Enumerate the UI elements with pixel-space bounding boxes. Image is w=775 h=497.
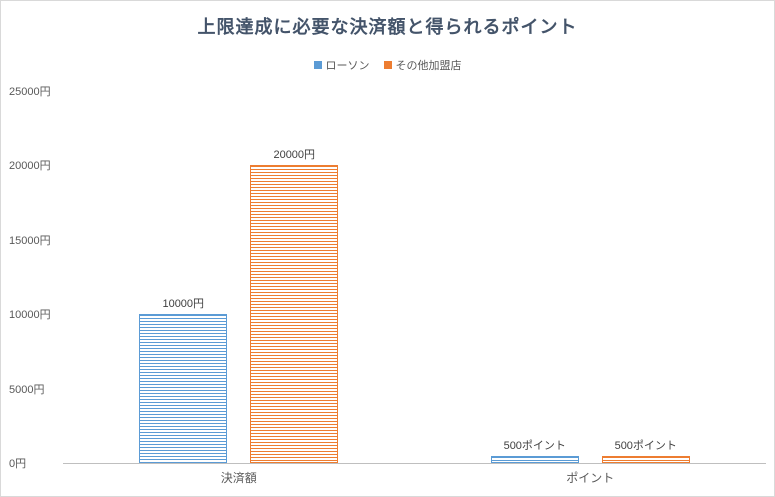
data-label: 20000円 [273,149,316,162]
bar-その他加盟店-ポイント[interactable]: 500ポイント [601,440,690,463]
category-group-1: 500ポイント 500ポイント [415,91,767,463]
x-axis-label-1: ポイント [566,471,615,485]
y-axis: 0円 5000円 10000円 15000円 20000円 25000円 [1,86,57,470]
y-tick-label: 5000円 [9,383,45,396]
y-tick-label: 0円 [9,458,27,470]
chart-legend: ローソン その他加盟店 [1,57,774,73]
data-label: 10000円 [162,298,205,311]
x-axis-labels: 決済額 ポイント [63,469,766,486]
y-tick-label: 20000円 [9,160,51,173]
legend-label: その他加盟店 [395,60,462,72]
legend-item-0[interactable]: ローソン [313,57,370,73]
y-tick-label: 10000円 [9,309,51,322]
plot-area: 10000円 20000円 500ポイント 500ポイント [63,91,766,464]
legend-swatch-icon [383,61,392,69]
legend-swatch-icon [313,61,322,69]
bar-ローソン-決済額[interactable]: 10000円 [139,298,228,463]
y-tick-label: 15000円 [9,234,51,247]
legend-item-1[interactable]: その他加盟店 [383,57,462,73]
bar-その他加盟店-決済額[interactable]: 20000円 [250,149,339,463]
category-group-0: 10000円 20000円 [63,91,415,463]
bar-ローソン-ポイント[interactable]: 500ポイント [490,440,579,463]
data-label: 500ポイント [503,439,566,452]
x-axis-label-0: 決済額 [220,471,257,485]
data-label: 500ポイント [614,439,677,452]
chart-title: 上限達成に必要な決済額と得られるポイント [197,17,578,37]
legend-label: ローソン [325,60,370,72]
y-tick-label: 25000円 [9,86,51,98]
